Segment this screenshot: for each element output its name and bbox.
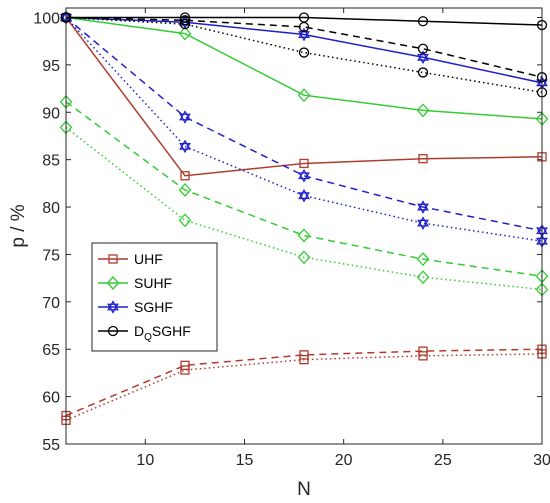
data-point [298,188,310,203]
legend-label-subscript: Q [144,332,152,343]
series-line [65,16,543,84]
y-tick-label: 60 [42,390,60,407]
hexagram-triangle [417,216,429,227]
series-line [65,16,543,120]
y-tick-label: 100 [33,10,60,27]
data-point [418,346,428,356]
hexagram-triangle [179,110,191,121]
data-point [416,270,430,285]
x-tick-label: 15 [236,452,254,469]
hexagram-triangle [107,300,119,311]
y-tick-label: 75 [42,247,60,264]
data-point [418,351,428,361]
data-point [298,21,310,33]
data-point [178,26,192,41]
series-line [65,348,543,417]
data-point [180,360,190,370]
data-point [417,43,429,54]
hexagram-triangle [417,53,429,65]
series-line [65,353,543,421]
data-point [417,67,429,78]
hexagram-triangle [298,27,310,38]
x-tick-label: 25 [434,452,452,469]
x-tick-labels: 10 15 20 25 30 [136,452,550,469]
series-dqsghf-solid [60,12,548,31]
hexagram-triangle [298,168,310,180]
hexagram-triangle [107,303,119,314]
legend-marker [107,325,119,337]
x-axis-label: N [297,479,311,500]
data-point [299,158,309,169]
data-point [179,110,191,124]
data-point [418,154,428,164]
data-point [298,168,310,183]
hexagram-triangle [417,50,429,61]
legend-label-rest: SGHF [152,323,191,339]
data-point [299,354,309,365]
legend-marker [108,254,118,264]
y-tick-label: 55 [42,437,60,454]
series-sghf-dotted [60,10,548,248]
data-point [297,88,311,103]
data-point [298,47,310,58]
hexagram-triangle [179,142,191,154]
data-point [180,365,190,375]
y-axis-label: p / % [8,204,29,247]
legend-box [91,242,218,352]
hexagram-triangle [179,139,191,150]
legend-marker [106,276,120,290]
data-point [179,12,191,23]
y-tick-label: 80 [42,200,60,217]
y-tick-label: 95 [42,58,60,75]
data-series [59,10,549,425]
x-tick-label: 30 [533,452,550,469]
legend-label: SGHF [134,299,173,315]
data-point [417,50,429,65]
data-point [179,139,191,154]
data-point [178,183,192,197]
hexagram-triangle [417,203,429,214]
y-tick-label: 85 [42,153,60,170]
x-tick-label: 20 [335,452,353,469]
y-tick-labels: 55 60 65 70 75 80 85 90 95 100 [33,10,60,454]
series-sghf-dashed [60,10,548,238]
data-point [180,171,190,181]
x-tick-label: 10 [136,452,154,469]
data-point [416,252,430,267]
data-point [179,18,191,30]
series-line [65,101,543,277]
data-point [297,228,311,243]
y-tick-label: 90 [42,105,60,122]
data-point [179,15,191,26]
hexagram-triangle [417,219,429,230]
hexagram-triangle [298,172,310,183]
hexagram-triangle [179,113,191,124]
data-point [297,250,311,265]
data-point [417,216,429,230]
hexagram-triangle [298,188,310,200]
legend-marker [107,300,119,314]
y-tick-label: 70 [42,295,60,312]
plot-frame [65,7,543,445]
legend-item: SUHF [98,275,172,291]
series-line [65,126,543,291]
series-line [65,16,543,78]
data-point [178,213,192,228]
plot-area [66,8,542,444]
data-point [417,16,429,27]
data-point [416,103,430,118]
y-tick-label: 65 [42,342,60,359]
legend-item: UHF [98,251,163,267]
legend-label: SUHF [134,275,172,291]
data-point [417,200,429,214]
hexagram-triangle [298,192,310,203]
series-line [66,16,543,26]
legend-label: UHF [134,251,163,267]
series-line [65,17,543,177]
legend-item: SGHF [98,299,173,315]
hexagram-triangle [417,200,429,211]
